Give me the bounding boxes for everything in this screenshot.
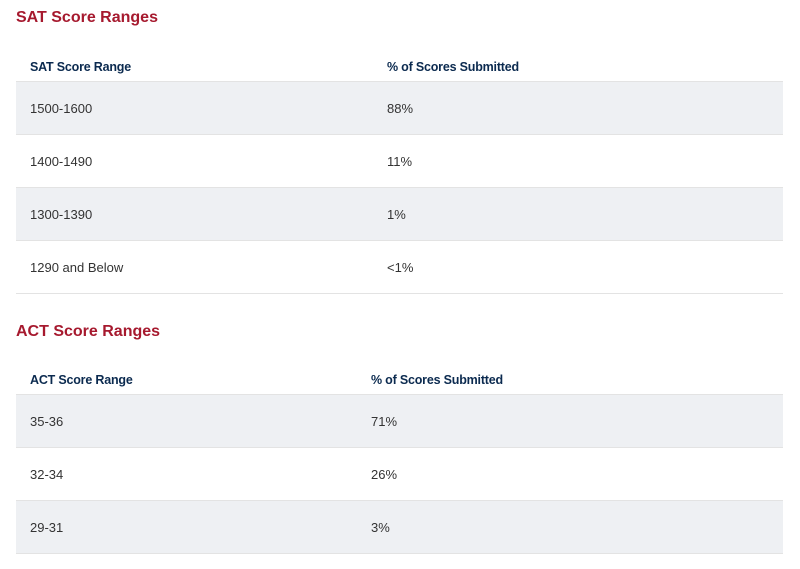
table-row: 1290 and Below <1% bbox=[16, 240, 783, 294]
score-range-cell: 1290 and Below bbox=[16, 240, 373, 294]
table-header-row: ACT Score Range % of Scores Submitted bbox=[16, 366, 783, 395]
table-row: 1400-1490 11% bbox=[16, 134, 783, 188]
column-header-score-range: SAT Score Range bbox=[16, 53, 373, 82]
sat-score-table: SAT Score Range % of Scores Submitted 15… bbox=[16, 53, 783, 294]
table-row: 1500-1600 88% bbox=[16, 81, 783, 135]
table-row: 1300-1390 1% bbox=[16, 187, 783, 241]
score-range-cell: 1500-1600 bbox=[16, 81, 373, 135]
column-header-percent-submitted: % of Scores Submitted bbox=[357, 366, 783, 395]
score-range-cell: 35-36 bbox=[16, 394, 357, 448]
table-row: 32-34 26% bbox=[16, 447, 783, 501]
percent-cell: 26% bbox=[357, 447, 783, 501]
percent-cell: 11% bbox=[373, 134, 783, 188]
sat-section-title: SAT Score Ranges bbox=[16, 9, 158, 26]
percent-cell: 3% bbox=[357, 500, 783, 554]
score-range-cell: 29-31 bbox=[16, 500, 357, 554]
percent-cell: 71% bbox=[357, 394, 783, 448]
percent-cell: 1% bbox=[373, 187, 783, 241]
column-header-percent-submitted: % of Scores Submitted bbox=[373, 53, 783, 82]
percent-cell: <1% bbox=[373, 240, 783, 294]
column-header-score-range: ACT Score Range bbox=[16, 366, 357, 395]
act-section-title: ACT Score Ranges bbox=[16, 323, 161, 340]
score-range-cell: 32-34 bbox=[16, 447, 357, 501]
score-range-cell: 1400-1490 bbox=[16, 134, 373, 188]
table-row: 29-31 3% bbox=[16, 500, 783, 554]
table-row: 35-36 71% bbox=[16, 394, 783, 448]
score-range-cell: 1300-1390 bbox=[16, 187, 373, 241]
percent-cell: 88% bbox=[373, 81, 783, 135]
table-header-row: SAT Score Range % of Scores Submitted bbox=[16, 53, 783, 82]
act-score-table: ACT Score Range % of Scores Submitted 35… bbox=[16, 366, 783, 554]
